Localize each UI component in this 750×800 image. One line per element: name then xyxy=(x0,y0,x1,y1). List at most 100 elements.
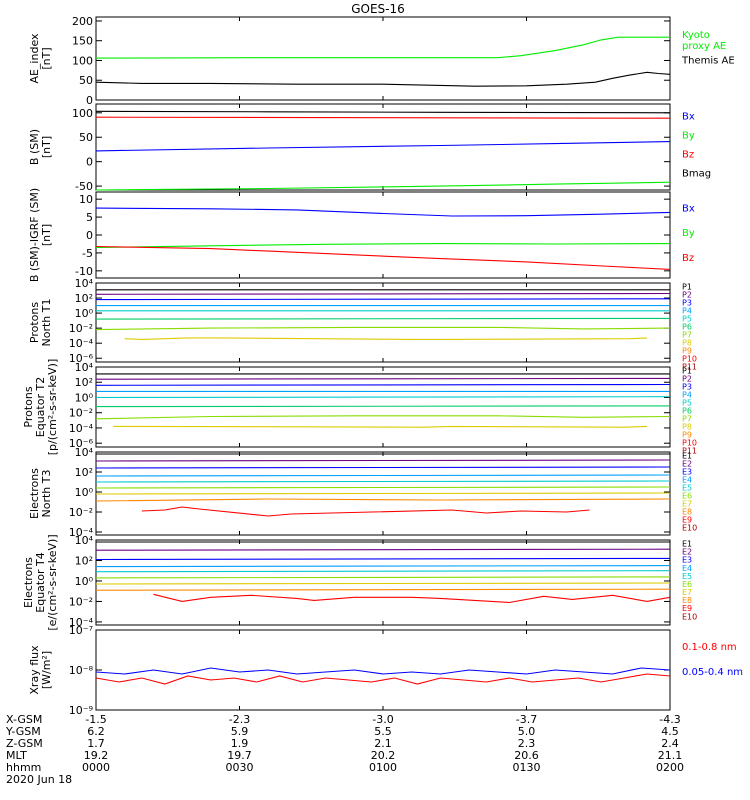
series-e3 xyxy=(95,466,671,469)
x-tick-value: 19.2 xyxy=(84,749,109,762)
series-e7 xyxy=(95,492,671,495)
series-e6 xyxy=(95,576,671,579)
legend-line: E10 xyxy=(682,523,697,532)
y-tick-label: 100 xyxy=(72,54,93,67)
series-p7 xyxy=(95,326,671,331)
y-axis-label-line: Protons xyxy=(22,386,35,427)
legend-line: P7 xyxy=(682,414,692,423)
legend-item: P4 xyxy=(682,306,692,315)
y-axis-label-line: B (SM)-IGRF (SM) xyxy=(28,188,41,282)
x-tick-value: 0030 xyxy=(226,761,254,774)
legend-line: E9 xyxy=(682,604,692,613)
x-tick-value: 5.5 xyxy=(374,725,392,738)
legend-line: P9 xyxy=(682,346,692,355)
x-tick-value: 20.2 xyxy=(371,749,396,762)
legend-item: Kyoto proxy AE xyxy=(682,30,726,52)
legend-item: Bx xyxy=(682,111,695,122)
x-tick-value: 2.3 xyxy=(518,737,536,750)
series-e4 xyxy=(95,474,671,477)
y-tick-label: 10⁻⁶ xyxy=(69,352,94,365)
y-tick-label: 100 xyxy=(72,107,93,120)
y-axis-label-line: Electrons xyxy=(28,468,41,519)
date-label: 2020 Jun 18 xyxy=(6,773,72,786)
legend-line: By xyxy=(682,130,695,141)
series-themis-ae xyxy=(95,71,671,87)
legend-item: P9 xyxy=(682,346,692,355)
y-tick-label: 50 xyxy=(79,74,93,87)
legend-line: E2 xyxy=(682,548,692,557)
legend-line: 0.05-0.4 nm xyxy=(682,667,743,678)
legend-item: Themis AE xyxy=(681,56,735,67)
y-tick-label: 10⁻⁶ xyxy=(69,437,94,450)
y-axis-label-line: [nT] xyxy=(40,47,53,69)
y-axis-label-line: [e/(cm²-s-sr-keV)] xyxy=(46,534,59,630)
series-bx xyxy=(95,207,671,217)
legend-line: P1 xyxy=(682,282,692,291)
x-row-label: Z-GSM xyxy=(6,737,43,750)
series-e5 xyxy=(95,570,671,573)
y-axis-label-line: [p/(cm²-s-sr-keV)] xyxy=(46,359,59,456)
legend-item: E1 xyxy=(682,539,692,548)
x-tick-value: 20.6 xyxy=(514,749,539,762)
legend-line: P1 xyxy=(682,366,692,375)
series-e3 xyxy=(95,557,671,561)
y-tick-label: 10⁰ xyxy=(75,486,94,499)
x-tick-value: 4.5 xyxy=(661,725,679,738)
legend-item: E4 xyxy=(682,475,692,484)
legend-line: Bmag xyxy=(682,169,711,180)
panel-frame xyxy=(95,629,671,711)
legend-item: P6 xyxy=(682,322,692,331)
legend-item: P3 xyxy=(682,382,692,391)
series-bz xyxy=(95,245,671,270)
legend-line: E1 xyxy=(682,451,692,460)
y-tick-label: 10 xyxy=(79,193,93,206)
y-axis-label: Xray flux[W/m²] xyxy=(28,645,53,695)
legend-line: Themis AE xyxy=(681,56,735,67)
legend-line: E3 xyxy=(682,467,692,476)
legend-item: E5 xyxy=(682,483,692,492)
legend-line: E4 xyxy=(682,475,692,484)
x-tick-value: -4.3 xyxy=(659,713,680,726)
legend-item: By xyxy=(682,130,695,141)
y-tick-label: 10⁻² xyxy=(69,407,93,420)
x-tick-value: 5.9 xyxy=(231,725,249,738)
legend-line: P6 xyxy=(682,406,692,415)
series-p8 xyxy=(124,337,648,340)
x-tick-value: 19.7 xyxy=(227,749,252,762)
series-e2 xyxy=(95,548,671,551)
x-tick-value: 2.4 xyxy=(661,737,679,750)
legend-line: P4 xyxy=(682,390,692,399)
legend-item: E9 xyxy=(682,515,692,524)
panel-8: 10⁻⁹ 10⁻⁸ 10⁻⁷ Xray flux[W/m²] 0.1-0.8 nm 0.0… xyxy=(28,624,743,717)
legend-item: P9 xyxy=(682,430,692,439)
y-tick-label: 10² xyxy=(75,554,93,567)
series-p7 xyxy=(95,415,671,420)
legend-item: E1 xyxy=(682,451,692,460)
legend-line: P11 xyxy=(682,446,697,455)
legend-line: E7 xyxy=(682,588,692,597)
legend-item: E3 xyxy=(682,467,692,476)
panel-2: -50 0 50 100 B (SM)[nT] Bx By Bz Bmag xyxy=(28,103,711,193)
x-tick-value: 1.9 xyxy=(231,737,249,750)
legend-line: P3 xyxy=(682,298,692,307)
y-tick-label: 10⁻² xyxy=(69,595,93,608)
figure-title: GOES-16 xyxy=(351,2,405,16)
legend-item: Bx xyxy=(682,204,695,215)
y-tick-label: 10⁴ xyxy=(75,446,94,459)
series-e8 xyxy=(95,588,671,591)
legend-item: 0.05-0.4 nm xyxy=(682,667,743,678)
x-tick-value: -1.5 xyxy=(85,713,106,726)
y-tick-label: 10⁻² xyxy=(69,506,93,519)
y-tick-label: -5 xyxy=(82,247,93,260)
y-tick-label: 0 xyxy=(86,229,93,242)
y-tick-label: 10⁴ xyxy=(75,277,94,290)
legend-item: E9 xyxy=(682,604,692,613)
x-tick-value: 21.1 xyxy=(658,749,683,762)
legend-item: E2 xyxy=(682,459,692,468)
legend-line: E2 xyxy=(682,459,692,468)
legend-line: P6 xyxy=(682,322,692,331)
y-tick-label: 10⁰ xyxy=(75,307,94,320)
legend-item: Bz xyxy=(682,150,694,161)
legend-line: P10 xyxy=(682,354,697,363)
